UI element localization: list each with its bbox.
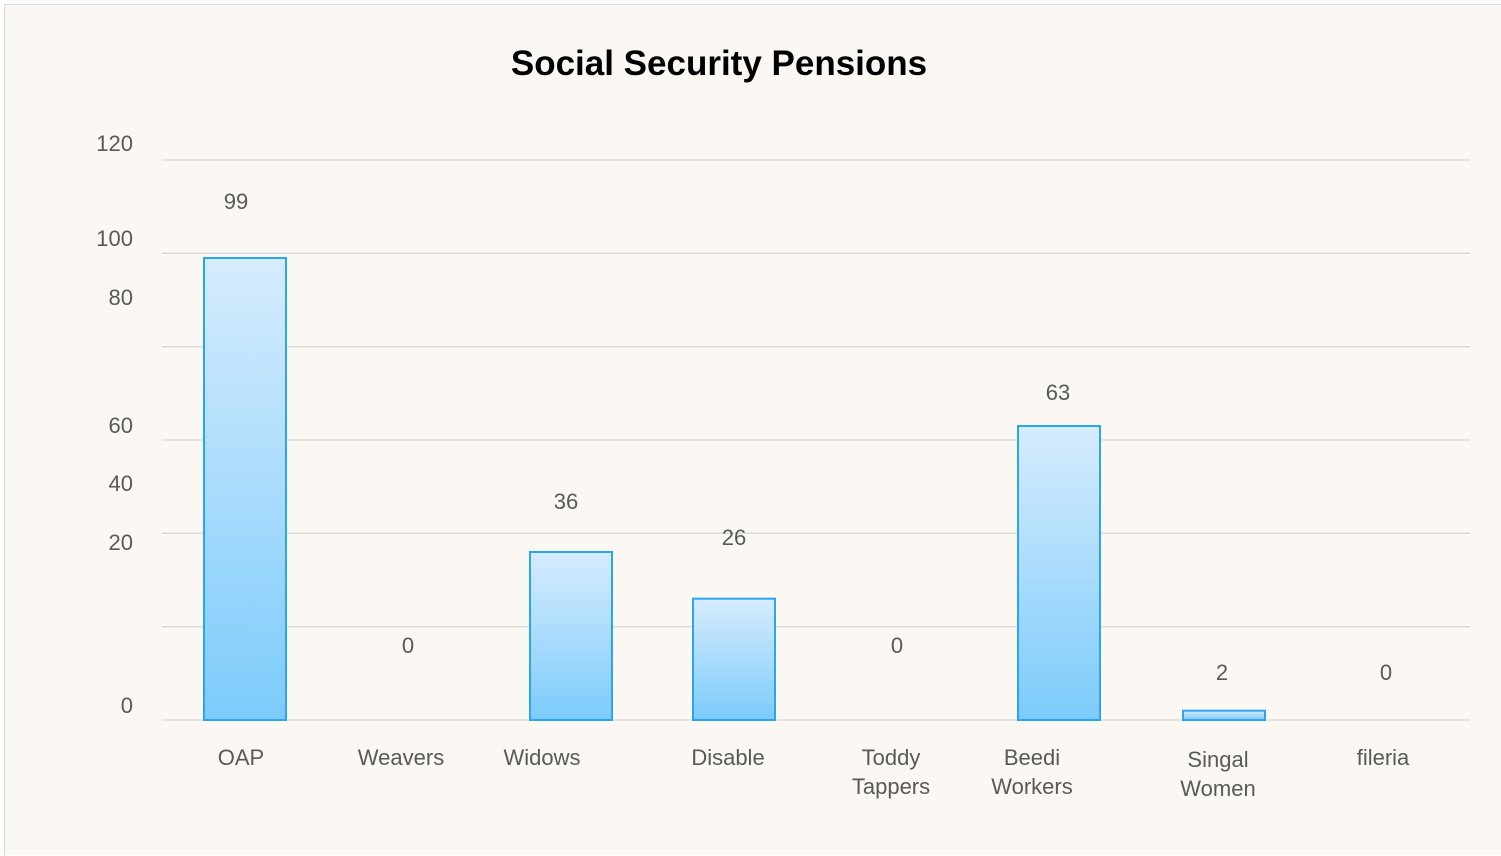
data-label: 99 xyxy=(224,189,248,214)
bar xyxy=(1017,425,1101,721)
x-axis-ticks: OAP Weavers Widows Disable Toddy Tappers Beedi… xyxy=(218,745,1410,801)
y-tick-label: 0 xyxy=(121,693,133,718)
data-label: 0 xyxy=(1380,660,1392,685)
data-label: 2 xyxy=(1216,660,1228,685)
y-tick-label: 20 xyxy=(109,530,133,555)
y-tick-label: 80 xyxy=(109,285,133,310)
bar-chart: Social Security Pensions 120100806040200… xyxy=(96,44,1470,801)
bar xyxy=(203,257,287,721)
bar xyxy=(692,597,776,722)
bars xyxy=(203,257,1266,722)
x-tick-label: Singal Women xyxy=(1180,747,1255,801)
x-tick-label: fileria xyxy=(1357,745,1410,770)
bar xyxy=(1182,709,1266,722)
x-tick-label: Widows xyxy=(503,745,580,770)
chart-title: Social Security Pensions xyxy=(511,44,927,83)
x-tick-label: Disable xyxy=(691,745,764,770)
x-tick-label: OAP xyxy=(218,745,264,770)
gridlines xyxy=(162,159,1470,721)
x-tick-label: Toddy Tappers xyxy=(852,745,930,799)
y-tick-label: 60 xyxy=(109,413,133,438)
y-tick-label: 40 xyxy=(109,471,133,496)
data-label: 26 xyxy=(722,525,746,550)
data-labels: 99 0 36 26 0 63 2 0 xyxy=(224,189,1392,685)
chart-area: Social Security Pensions 120 100 80 60 40 20 0… xyxy=(4,4,1501,855)
y-tick-label: 120 xyxy=(96,131,133,156)
x-tick-label: Weavers xyxy=(358,745,444,770)
x-tick-label: Beedi Workers xyxy=(991,745,1073,799)
y-axis-ticks: 120 100 80 60 40 20 0 xyxy=(96,131,133,718)
y-tick-label: 100 xyxy=(96,226,133,251)
data-label: 0 xyxy=(891,633,903,658)
data-label: 0 xyxy=(402,633,414,658)
bar xyxy=(529,551,613,721)
data-label: 63 xyxy=(1046,380,1070,405)
data-label: 36 xyxy=(554,489,578,514)
